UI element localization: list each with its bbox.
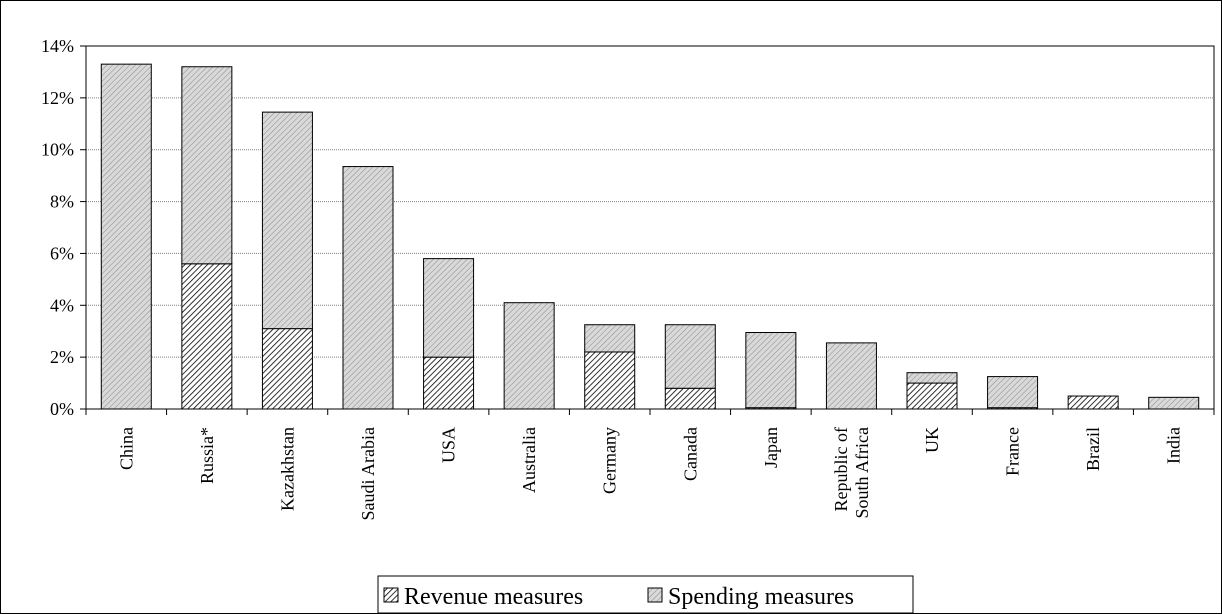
bar-segment-spending [342,166,394,410]
plot-area-border [85,45,1215,410]
x-category-label: Japan [761,427,781,468]
x-category-label: Brazil [1083,427,1103,471]
y-tick-label: 6% [50,243,74,263]
x-category-label: Republic ofSouth Africa [831,427,872,519]
bar-segment-spending [745,332,797,409]
x-category-label: Canada [680,427,700,481]
bar-segment-spending [664,324,716,389]
gridlines [86,45,1214,358]
x-category-label: China [116,427,136,470]
legend-label-revenue: Revenue measures [404,584,583,610]
x-category-label: Russia* [197,427,217,484]
bar-segment-spending [987,376,1039,409]
bar-segment-revenue [261,328,313,410]
bar-segment-revenue [584,351,636,410]
y-tick-label: 10% [41,140,74,160]
y-tick-label: 4% [50,295,74,315]
legend: Revenue measures Spending measures [377,575,914,613]
x-category-label: USA [439,427,459,463]
y-tick-label: 12% [41,88,74,108]
x-category-label: France [1003,427,1023,476]
bar-segment-revenue [1067,395,1119,410]
axes [80,45,1215,415]
x-category-label: Germany [600,427,620,494]
legend-swatch-spending [647,587,663,603]
bar-segment-spending [100,63,152,410]
legend-swatch-revenue [383,587,399,603]
bar-segment-revenue [664,387,716,410]
bar-segment-revenue [423,356,475,410]
bar-segment-spending [825,342,877,410]
legend-box [377,575,914,613]
y-tick-label: 8% [50,192,74,212]
bar-segment-spending [423,258,475,358]
x-category-label: Kazakhstan [277,427,297,511]
bar-segment-spending [261,111,313,330]
x-category-labels: China Russia* Kazakhstan Saudi Arabia USA Aus… [116,427,1183,520]
x-category-label: India [1164,427,1184,464]
bar-segment-spending [181,66,233,265]
bar-segment-spending [1148,396,1200,410]
y-tick-label: 2% [50,347,74,367]
bar-segment-revenue [906,382,958,410]
y-tick-label: 14% [41,36,74,56]
bar-segment-spending [584,324,636,353]
x-category-label: Australia [519,427,539,493]
y-tick-labels: 0% 2% 4% 6% 8% 10% 12% 14% [41,36,74,419]
x-category-label: Saudi Arabia [358,427,378,520]
bar-segment-revenue [181,263,233,410]
bars [100,63,1200,410]
bar-segment-spending [906,372,958,384]
x-category-label: UK [922,427,942,453]
y-tick-label: 0% [50,399,74,419]
bar-segment-spending [503,302,555,410]
legend-label-spending: Spending measures [668,584,854,610]
